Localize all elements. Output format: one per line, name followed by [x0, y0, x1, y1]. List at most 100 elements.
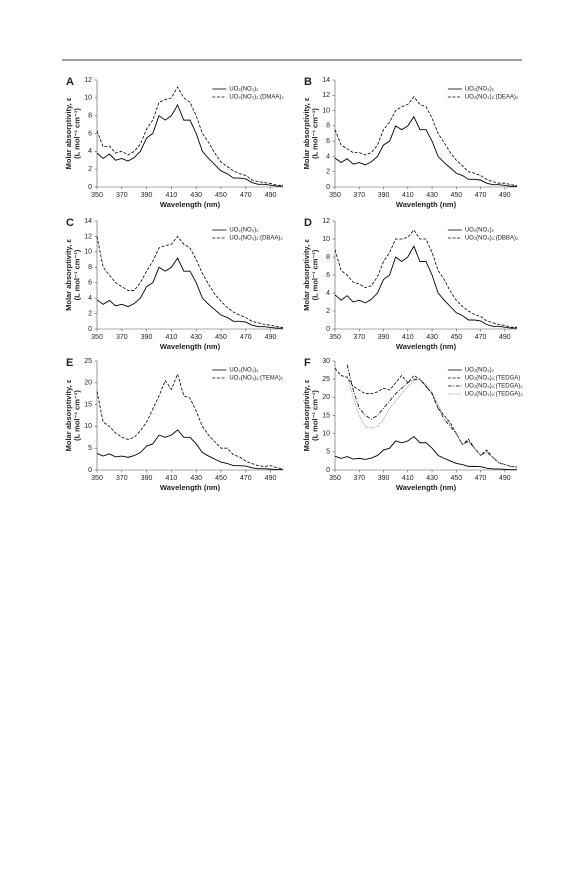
x-tick-label: 450: [215, 475, 227, 482]
legend-label: UO₂(NO₃)₂:(DBBA)₂: [465, 236, 519, 242]
y-tick-label: 6: [88, 130, 92, 137]
x-tick-label: 410: [402, 192, 414, 199]
x-tick-label: 370: [353, 334, 365, 341]
x-tick-label: 470: [475, 475, 487, 482]
x-tick-label: 370: [116, 192, 128, 199]
y-tick-label: 6: [326, 138, 330, 145]
legend-label: UO₂(NO₃)₂:(TEMA)₂: [229, 376, 283, 382]
x-tick-label: 410: [402, 475, 414, 482]
x-tick-label: 450: [450, 334, 462, 341]
legend-label: UO₂(NO₃)₂: [465, 87, 495, 93]
y-tick-label: 25: [84, 358, 92, 365]
x-tick-label: 350: [329, 475, 341, 482]
x-tick-label: 490: [265, 475, 277, 482]
y-tick-label: 12: [84, 77, 92, 84]
y-axis-title: Molar absorptivity, ε: [302, 97, 311, 169]
y-axis-title: Molar absorptivity, ε: [64, 97, 73, 169]
x-tick-label: 470: [475, 334, 487, 341]
x-tick-label: 350: [91, 475, 103, 482]
y-tick-label: 8: [326, 254, 330, 261]
x-axis-title: Wavelength (nm): [396, 200, 457, 209]
x-tick-label: 430: [190, 192, 202, 199]
legend-label: UO₂(NO₃)₂: [465, 228, 495, 234]
series-line: [334, 96, 518, 186]
panel-label: E: [66, 357, 73, 369]
x-tick-label: 370: [353, 192, 365, 199]
y-tick-label: 6: [326, 272, 330, 279]
y-tick-label: 6: [88, 280, 92, 287]
x-tick-label: 370: [116, 334, 128, 341]
legend-label: UO₂(NO₃)₂: [229, 87, 259, 93]
x-tick-label: 470: [240, 334, 252, 341]
y-tick-label: 5: [326, 449, 330, 456]
y-tick-label: 15: [322, 412, 330, 419]
series-line: [96, 235, 284, 328]
series-line: [346, 375, 518, 468]
y-axis-title: Molar absorptivity, ε: [64, 379, 73, 451]
legend-label: UO₂(NO₃)₂:(TEDGA)₂: [465, 384, 523, 390]
y-axis-title: Molar absorptivity, ε: [302, 379, 311, 451]
y-tick-label: 4: [326, 290, 330, 297]
x-tick-label: 350: [329, 192, 341, 199]
x-tick-label: 490: [265, 334, 277, 341]
y-axis-title: (L mol⁻¹ cm⁻¹): [72, 249, 81, 300]
x-tick-label: 390: [378, 475, 390, 482]
y-tick-label: 2: [326, 308, 330, 315]
y-axis-title: (L mol⁻¹ cm⁻¹): [310, 390, 319, 441]
y-tick-label: 10: [84, 249, 92, 256]
series-line: [96, 103, 283, 187]
x-tick-label: 430: [190, 334, 202, 341]
y-tick-label: 8: [88, 113, 92, 120]
y-tick-label: 2: [88, 166, 92, 173]
series-line: [96, 372, 284, 470]
y-axis-title: (L mol⁻¹ cm⁻¹): [310, 108, 319, 159]
legend-label: UO₂(NO₃)₂: [229, 368, 259, 374]
x-tick-label: 350: [91, 334, 103, 341]
y-tick-label: 14: [84, 218, 92, 225]
panel-label: D: [304, 217, 312, 229]
y-axis-title: (L mol⁻¹ cm⁻¹): [72, 108, 81, 159]
x-axis-title: Wavelength (nm): [160, 342, 221, 351]
x-axis-title: Wavelength (nm): [160, 200, 221, 209]
x-tick-label: 370: [116, 475, 128, 482]
x-tick-label: 490: [265, 192, 277, 199]
series-line: [96, 86, 283, 186]
y-tick-label: 10: [84, 423, 92, 430]
series-line: [334, 229, 517, 328]
x-tick-label: 410: [402, 334, 414, 341]
x-tick-label: 390: [141, 475, 153, 482]
y-tick-label: 10: [84, 95, 92, 102]
y-tick-label: 12: [84, 233, 92, 240]
y-tick-label: 4: [326, 153, 330, 160]
legend-label: UO₂(NO₃)₂:(DEAA)₂: [465, 95, 519, 101]
y-tick-label: 0: [326, 467, 330, 474]
y-tick-label: 12: [322, 92, 330, 99]
y-axis-title: Molar absorptivity, ε: [302, 239, 311, 311]
x-tick-label: 390: [378, 334, 390, 341]
x-tick-label: 470: [240, 192, 252, 199]
y-tick-label: 25: [322, 376, 330, 383]
series-line: [334, 435, 517, 471]
y-tick-label: 2: [326, 169, 330, 176]
y-tick-label: 8: [88, 264, 92, 271]
x-axis-title: Wavelength (nm): [160, 483, 221, 492]
y-tick-label: 14: [322, 77, 330, 84]
legend-label: UO₂(NO₃)₂: [229, 228, 259, 234]
y-tick-label: 30: [322, 358, 330, 365]
x-tick-label: 430: [426, 192, 438, 199]
x-axis-title: Wavelength (nm): [396, 342, 457, 351]
x-tick-label: 450: [450, 192, 462, 199]
x-tick-label: 450: [450, 475, 462, 482]
x-tick-label: 350: [91, 192, 103, 199]
x-tick-label: 450: [215, 334, 227, 341]
series-line: [96, 257, 283, 329]
x-tick-label: 390: [378, 192, 390, 199]
series-line: [334, 115, 517, 187]
x-tick-label: 470: [240, 475, 252, 482]
y-tick-label: 0: [88, 467, 92, 474]
x-tick-label: 350: [329, 334, 341, 341]
panel-label: A: [66, 76, 74, 88]
x-tick-label: 390: [141, 334, 153, 341]
x-tick-label: 490: [499, 334, 511, 341]
y-tick-label: 4: [88, 148, 92, 155]
